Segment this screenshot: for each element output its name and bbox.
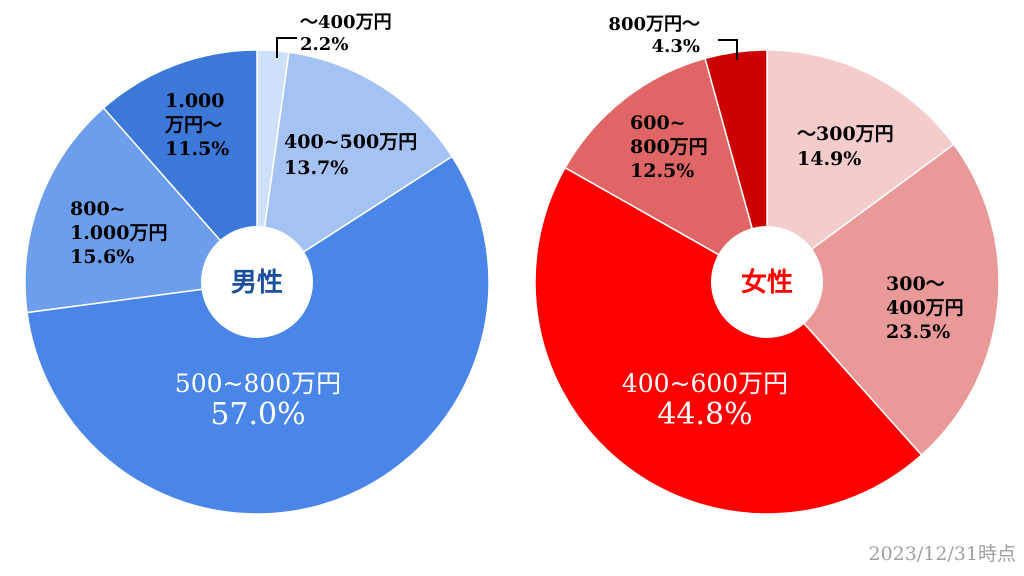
slice-label: 〜300万円 14.9%	[797, 123, 894, 170]
slice-category: 1.000	[165, 90, 225, 112]
slice-label: 400~500万円 13.7%	[284, 131, 417, 179]
slice-percentage: 14.9%	[797, 148, 861, 170]
pie-male: 男性 〜400万円 2.2% 400~500万円 13.7% 500~800万円 57.0%…	[24, 12, 490, 515]
slice-category: 〜300万円	[797, 123, 894, 145]
donut-hole	[201, 226, 313, 338]
slice-percentage: 44.8%	[657, 397, 752, 432]
slice-label: 400~600万円 44.8%	[622, 369, 788, 432]
slice-percentage: 13.7%	[284, 157, 348, 179]
slice-percentage: 23.5%	[886, 321, 950, 343]
slice-label: 800万円〜 4.3%	[608, 14, 700, 57]
as-of-date-footnote: 2023/12/31時点	[868, 543, 1016, 565]
pie-slice	[765, 143, 1000, 457]
slice-percentage: 2.2%	[300, 34, 348, 55]
slice-percentage: 12.5%	[630, 160, 694, 182]
slice-category: 400万円	[886, 297, 964, 319]
pie-slice	[534, 166, 923, 515]
label-leader-line	[718, 39, 738, 60]
slice-label: 800~ 1.000万円 15.6%	[70, 198, 168, 268]
slice-percentage: 15.6%	[70, 246, 134, 268]
slice-category: 800万円〜	[608, 14, 700, 35]
slice-category: 800万円	[630, 136, 708, 158]
slice-category: 1.000万円	[70, 222, 168, 244]
slice-label: 500~800万円 57.0%	[175, 369, 341, 432]
slice-label: 1.000 万円〜 11.5%	[164, 90, 229, 160]
pie-slice	[24, 106, 259, 314]
slice-label: 300〜 400万円 23.5%	[886, 273, 964, 343]
donut-hole	[711, 226, 823, 338]
label-leader-line	[276, 37, 297, 58]
slice-category: 400~600万円	[622, 369, 788, 398]
slice-category: 600~	[630, 112, 686, 134]
pie-slice	[256, 51, 454, 284]
slice-percentage: 11.5%	[165, 138, 229, 160]
pie-slice	[102, 49, 258, 284]
slice-category: 〜400万円	[300, 12, 392, 33]
pie-slice	[766, 49, 955, 284]
center-label: 男性	[231, 268, 283, 298]
pie-slice	[564, 57, 769, 284]
center-label: 女性	[741, 267, 793, 298]
slice-percentage: 57.0%	[210, 397, 305, 432]
pie-slice	[704, 49, 768, 283]
slice-category: 400~500万円	[284, 131, 417, 153]
pie-female: 女性 〜300万円 14.9% 300〜 400万円 23.5% 400~600万円 44.8…	[534, 14, 1000, 515]
slice-percentage: 4.3%	[652, 36, 700, 57]
slice-label: 600~ 800万円 12.5%	[630, 112, 708, 182]
slice-category: 500~800万円	[175, 369, 341, 398]
slice-label: 〜400万円 2.2%	[300, 12, 392, 55]
slice-category: 万円〜	[164, 114, 222, 136]
slice-category: 300〜	[886, 273, 945, 295]
slice-category: 800~	[70, 198, 126, 220]
